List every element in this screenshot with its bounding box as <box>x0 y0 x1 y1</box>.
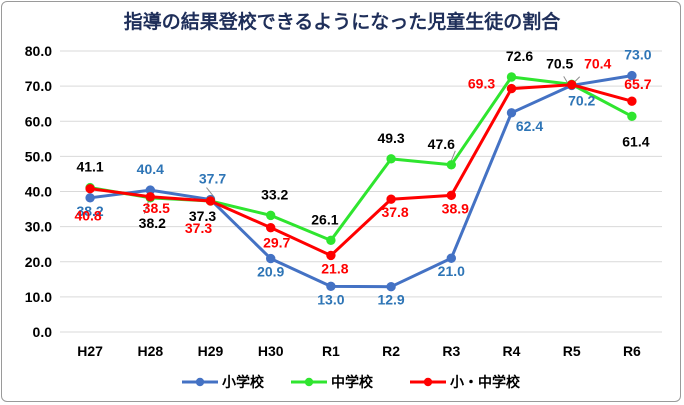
data-label: 38.5 <box>143 200 170 216</box>
x-tick-label: H28 <box>137 343 163 359</box>
data-label: 40.8 <box>74 208 101 224</box>
data-label: 37.3 <box>189 208 216 224</box>
data-label: 20.9 <box>257 264 284 280</box>
data-label: 70.5 <box>546 55 573 71</box>
data-label: 38.9 <box>442 200 469 216</box>
data-labels: 38.2 40.4 37.7 20.9 13.0 12.9 21.0 62.4 70.2 73.0… <box>74 47 651 308</box>
grid-lines <box>60 50 662 333</box>
data-label: 61.4 <box>622 133 649 149</box>
y-tick-label: 70.0 <box>25 78 52 94</box>
data-label: 65.7 <box>624 76 651 92</box>
series-point <box>446 190 456 201</box>
series-group <box>85 70 637 292</box>
data-label: 49.3 <box>377 130 404 146</box>
data-label: 72.6 <box>506 48 533 64</box>
chart-title: 指導の結果登校できるようになった児童生徒の割合 <box>124 10 562 33</box>
data-label: 26.1 <box>311 211 338 227</box>
data-label: 29.7 <box>263 235 290 251</box>
series-point <box>145 192 156 202</box>
series-point <box>506 108 517 118</box>
series-point <box>205 196 216 206</box>
data-label: 37.3 <box>185 220 212 236</box>
data-label: 41.1 <box>76 159 103 175</box>
y-tick-label: 10.0 <box>25 289 52 305</box>
x-axis: H27 H28 H29 H30 R1 R2 R3 R4 R5 R6 <box>77 343 641 359</box>
legend-label: 中学校 <box>331 374 374 391</box>
data-label: 12.9 <box>377 292 404 308</box>
data-label: 38.2 <box>76 203 103 219</box>
x-tick-label: R6 <box>623 343 641 359</box>
y-tick-label: 80.0 <box>25 43 52 59</box>
series-point <box>446 253 456 263</box>
x-tick-label: H29 <box>198 343 224 359</box>
y-tick-label: 20.0 <box>25 254 52 270</box>
series-point <box>506 83 517 94</box>
data-label: 70.2 <box>568 92 595 108</box>
series-point <box>386 154 396 164</box>
series-point <box>567 80 577 90</box>
legend-marker <box>423 377 433 387</box>
y-tick-label: 50.0 <box>25 148 52 164</box>
y-tick-label: 60.0 <box>25 113 52 129</box>
data-label: 62.4 <box>516 118 543 134</box>
series-point <box>386 194 396 204</box>
x-tick-label: R5 <box>563 343 581 359</box>
x-tick-label: R2 <box>382 343 400 359</box>
legend-marker <box>195 377 205 387</box>
data-label: 37.8 <box>381 204 408 220</box>
series-line <box>89 74 633 289</box>
data-label: 40.4 <box>137 161 164 177</box>
series-point <box>326 281 336 292</box>
x-tick-label: R3 <box>442 343 460 359</box>
series-point <box>266 222 276 233</box>
y-tick-label: 0.0 <box>33 324 53 340</box>
data-label: 21.8 <box>321 260 348 276</box>
data-label: 38.2 <box>139 215 166 231</box>
data-label: 33.2 <box>261 186 288 202</box>
series-point <box>627 96 637 106</box>
series-line <box>89 83 633 257</box>
y-axis: 0.0 10.0 20.0 30.0 40.0 50.0 60.0 70.0 80.0 <box>25 43 52 340</box>
series-point <box>627 70 637 81</box>
data-label: 73.0 <box>624 47 651 63</box>
data-label: 69.3 <box>468 76 495 92</box>
series-point <box>326 250 336 261</box>
leader-line <box>143 201 149 214</box>
data-label: 21.0 <box>438 263 465 279</box>
label-leader-lines <box>143 76 581 214</box>
series-point <box>627 111 637 122</box>
series-point <box>85 193 95 203</box>
series-line <box>89 75 633 242</box>
data-label: 47.6 <box>428 136 455 152</box>
data-label: 70.4 <box>584 56 611 72</box>
series-point <box>326 235 336 246</box>
leader-line <box>450 150 456 161</box>
legend-label: 小学校 <box>222 374 265 391</box>
series-point <box>506 72 517 82</box>
series-point <box>386 281 396 292</box>
x-tick-label: R1 <box>322 343 340 359</box>
x-tick-label: H27 <box>77 343 103 359</box>
x-tick-label: R4 <box>503 343 521 359</box>
legend-label: 小・中学校 <box>450 374 521 391</box>
data-label: 13.0 <box>317 291 344 307</box>
series-point <box>266 210 276 221</box>
x-tick-label: H30 <box>258 343 284 359</box>
y-tick-label: 30.0 <box>25 219 52 235</box>
data-label: 37.7 <box>199 171 226 187</box>
legend-marker <box>304 377 314 387</box>
series-point <box>85 183 95 194</box>
legend: 小学校 中学校 小・中学校 <box>182 374 521 391</box>
series-point <box>446 160 456 170</box>
series-point <box>266 253 276 264</box>
y-tick-label: 40.0 <box>25 184 52 200</box>
